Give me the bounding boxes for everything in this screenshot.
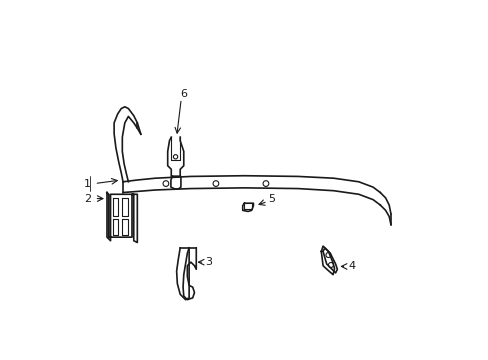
Text: 3: 3 — [205, 257, 212, 267]
Text: 2: 2 — [83, 194, 91, 203]
Text: 4: 4 — [347, 261, 354, 271]
Text: 6: 6 — [180, 89, 187, 99]
Text: 1: 1 — [83, 179, 91, 189]
Text: 5: 5 — [267, 194, 274, 203]
